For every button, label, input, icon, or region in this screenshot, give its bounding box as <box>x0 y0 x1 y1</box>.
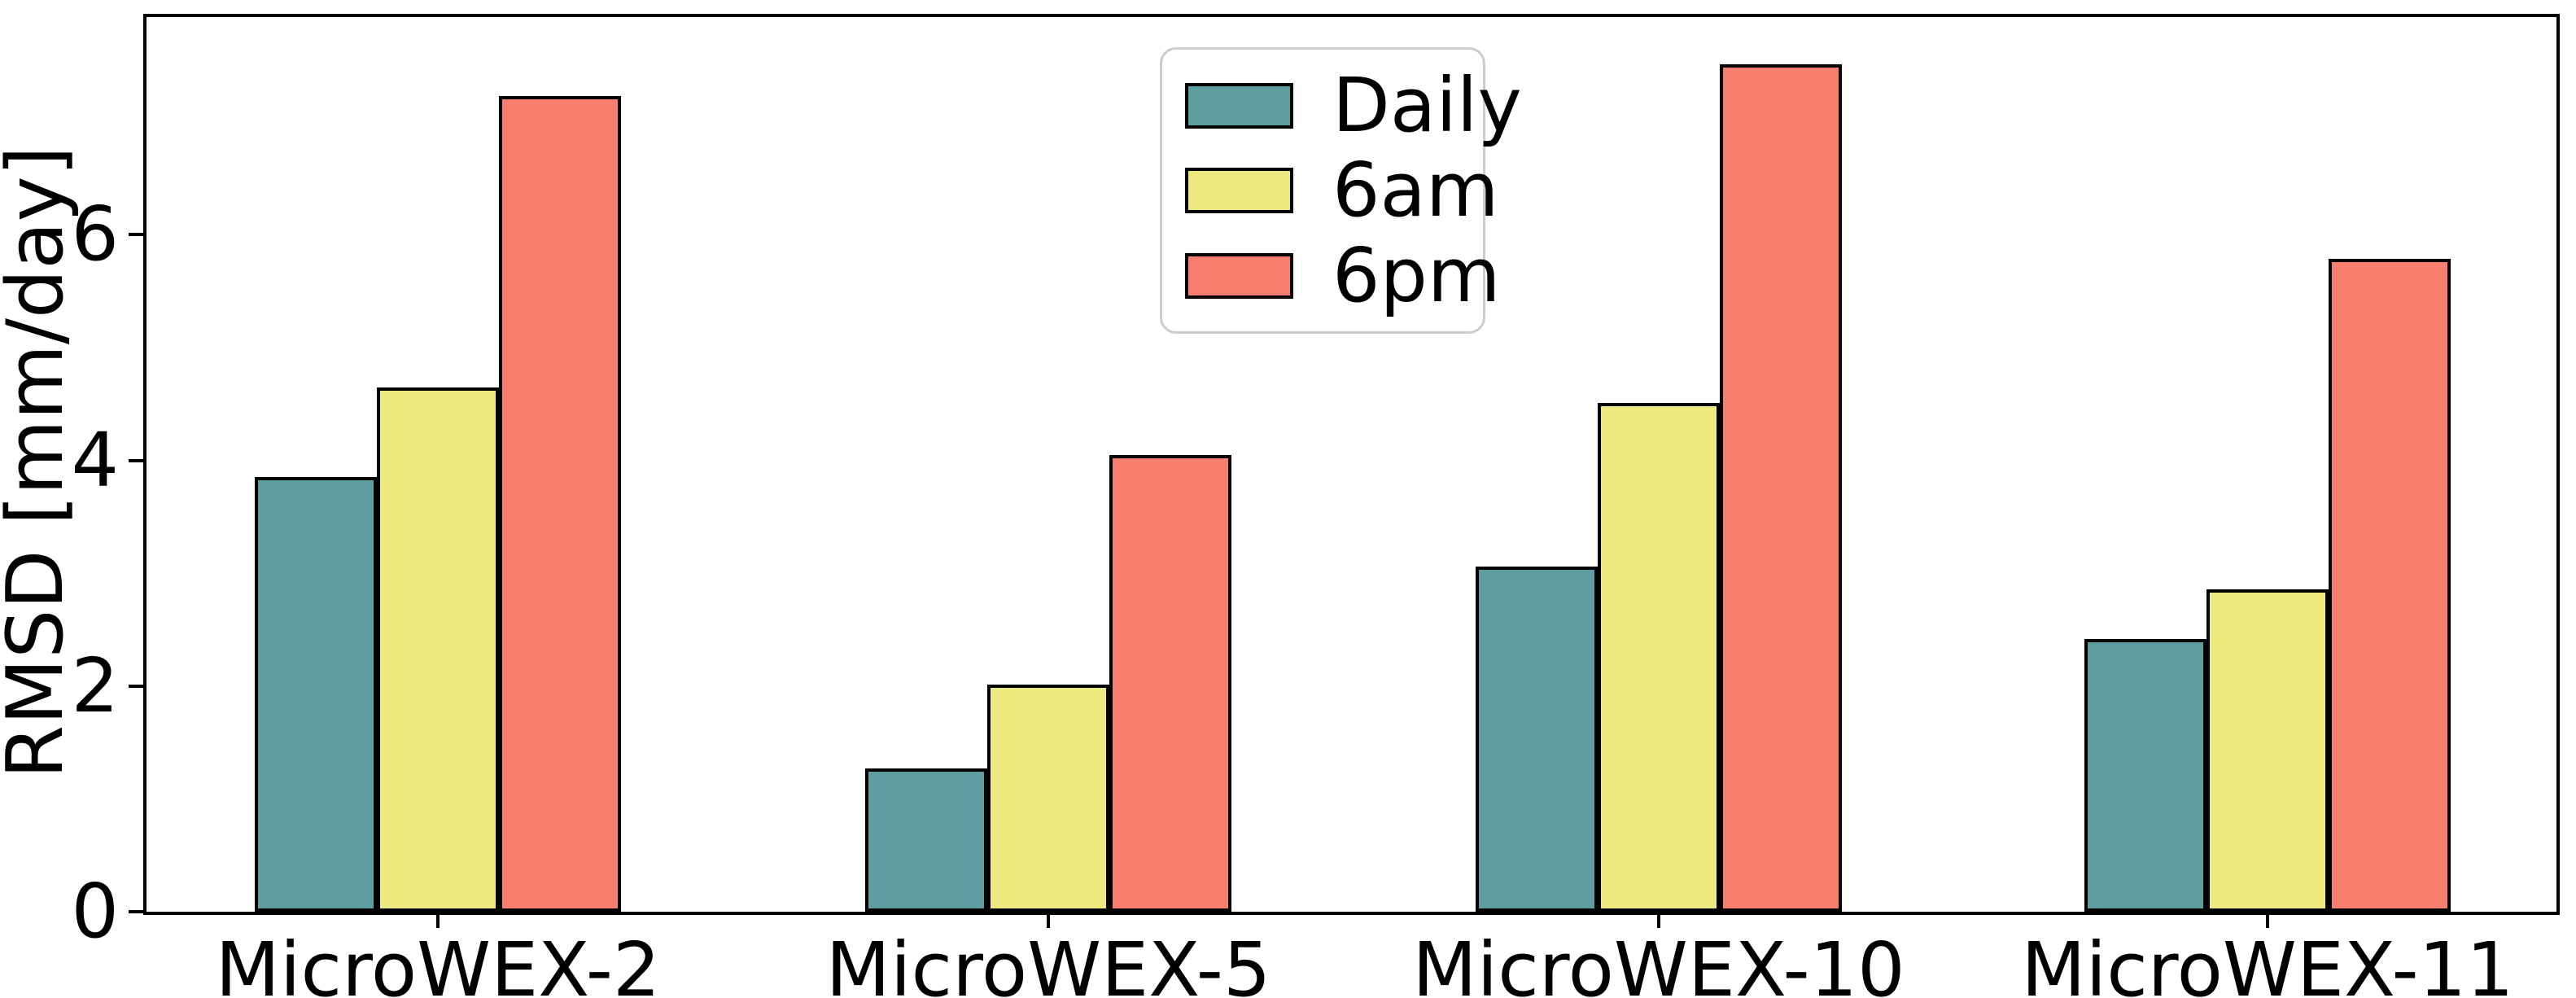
legend-swatch-6am <box>1185 168 1293 213</box>
bar-6am-microwex-11 <box>2206 589 2329 912</box>
y-tick-label-0: 0 <box>71 868 119 955</box>
legend-label-daily: Daily <box>1332 61 1522 149</box>
x-tick-mark-microwex-5 <box>1047 912 1050 928</box>
bar-6am-microwex-2 <box>377 387 499 912</box>
bar-daily-microwex-5 <box>865 768 987 912</box>
y-tick-mark-4 <box>129 458 147 462</box>
x-axis-label-microwex-11: MicroWEX-11 <box>2021 926 2514 998</box>
x-axis-label-microwex-10: MicroWEX-10 <box>1412 926 1905 998</box>
bar-6pm-microwex-2 <box>499 96 621 912</box>
bar-daily-microwex-2 <box>255 477 377 912</box>
legend-item-6pm: 6pm <box>1185 238 1501 313</box>
legend: Daily 6am 6pm <box>1160 47 1522 334</box>
bar-daily-microwex-11 <box>2084 639 2206 912</box>
y-axis-label: RMSD [mm/day] <box>0 146 81 779</box>
bar-6pm-microwex-11 <box>2329 259 2451 912</box>
x-tick-mark-microwex-11 <box>2266 912 2269 928</box>
legend-item-6am: 6am <box>1185 153 1499 228</box>
y-tick-mark-2 <box>129 684 147 688</box>
x-tick-mark-microwex-10 <box>1657 912 1660 928</box>
bar-6am-microwex-10 <box>1598 403 1720 912</box>
x-tick-mark-microwex-2 <box>436 912 440 928</box>
legend-label-6am: 6am <box>1332 147 1499 234</box>
bar-6pm-microwex-5 <box>1109 455 1231 912</box>
x-axis-label-microwex-5: MicroWEX-5 <box>825 926 1271 998</box>
y-tick-label-4: 4 <box>71 416 119 504</box>
y-tick-label-2: 2 <box>71 641 119 729</box>
y-tick-mark-0 <box>129 910 147 913</box>
bar-6pm-microwex-10 <box>1720 64 1842 912</box>
bar-daily-microwex-10 <box>1476 567 1598 912</box>
legend-swatch-6pm <box>1185 252 1293 299</box>
legend-swatch-daily <box>1185 82 1293 129</box>
bar-6am-microwex-5 <box>987 685 1109 912</box>
y-tick-label-6: 6 <box>71 190 119 278</box>
x-axis-label-microwex-2: MicroWEX-2 <box>215 926 661 998</box>
legend-item-daily: Daily <box>1185 68 1522 143</box>
y-tick-mark-6 <box>129 233 147 237</box>
legend-label-6pm: 6pm <box>1332 231 1501 319</box>
